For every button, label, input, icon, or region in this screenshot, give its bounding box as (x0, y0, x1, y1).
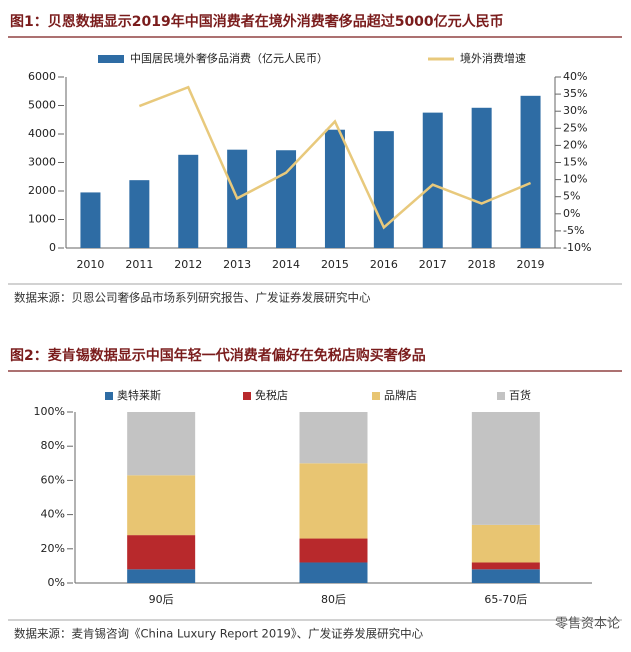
source: 数据来源：麦肯锡咨询《China Luxury Report 2019》、广发证… (14, 627, 424, 641)
bar-segment (471, 524, 540, 563)
x-tick-label: 90后 (149, 593, 174, 606)
y-tick-label: 0 (49, 241, 56, 254)
legend-label: 中国居民境外奢侈品消费（亿元人民币） (130, 51, 328, 65)
y-tick-label: 5% (563, 190, 580, 203)
legend-label: 奥特莱斯 (117, 388, 161, 402)
legend-swatch (98, 55, 124, 63)
x-tick-label: 2013 (223, 258, 251, 271)
bar-segment (299, 562, 368, 583)
legend-swatch (243, 392, 251, 400)
y-tick-label: 15% (563, 156, 587, 169)
bar (80, 192, 101, 248)
bar-segment (299, 463, 368, 539)
x-tick-label: 2019 (517, 258, 545, 271)
bar (471, 107, 492, 248)
bar-segment (299, 412, 368, 464)
x-tick-label: 65-70后 (484, 593, 527, 606)
x-tick-label: 2010 (76, 258, 104, 271)
source: 数据来源：贝恩公司奢侈品市场系列研究报告、广发证券发展研究中心 (14, 291, 371, 305)
y-tick-label: 10% (563, 173, 587, 186)
y-tick-label: 3000 (28, 156, 56, 169)
y-tick-label: 25% (563, 121, 587, 134)
y-tick-label: -5% (563, 224, 584, 237)
legend-label: 百货 (509, 388, 531, 402)
x-tick-label: 2017 (419, 258, 447, 271)
x-tick-label: 80后 (321, 593, 346, 606)
y-tick-label: 80% (41, 439, 65, 452)
bar-segment (471, 412, 540, 525)
legend-swatch (105, 392, 113, 400)
y-tick-label: 20% (41, 542, 65, 555)
y-tick-label: 40% (563, 70, 587, 83)
x-tick-label: 2018 (468, 258, 496, 271)
x-tick-label: 2014 (272, 258, 300, 271)
x-tick-label: 2012 (174, 258, 202, 271)
watermark: 零售资本论 (555, 616, 620, 632)
legend-swatch (497, 392, 505, 400)
y-tick-label: 40% (41, 508, 65, 521)
y-tick-label: 35% (563, 87, 587, 100)
legend-label: 免税店 (255, 388, 288, 402)
bar-segment (127, 475, 196, 536)
y-tick-label: 6000 (28, 70, 56, 83)
bar-segment (471, 569, 540, 583)
y-tick-label: 4000 (28, 127, 56, 140)
bar-segment (127, 535, 196, 570)
bar-segment (127, 412, 196, 476)
bar (373, 131, 394, 248)
bar (520, 95, 541, 248)
y-tick-label: 1000 (28, 213, 56, 226)
bar (324, 129, 345, 248)
bar-segment (299, 538, 368, 563)
y-tick-label: 0% (563, 207, 580, 220)
chart-title: 图1：贝恩数据显示2019年中国消费者在境外消费奢侈品超过5000亿元人民币 (10, 13, 504, 30)
x-tick-label: 2011 (125, 258, 153, 271)
bar-segment (127, 569, 196, 583)
x-tick-label: 2015 (321, 258, 349, 271)
y-tick-label: -10% (563, 241, 591, 254)
legend-swatch (372, 392, 380, 400)
y-tick-label: 60% (41, 473, 65, 486)
y-tick-label: 100% (34, 405, 65, 418)
bar (178, 154, 199, 248)
y-tick-label: 20% (563, 138, 587, 151)
x-tick-label: 2016 (370, 258, 398, 271)
bar (422, 112, 443, 248)
bar-segment (471, 562, 540, 570)
y-tick-label: 5000 (28, 99, 56, 112)
y-tick-label: 0% (48, 576, 65, 589)
legend-label: 品牌店 (384, 388, 417, 402)
legend-label: 境外消费增速 (460, 51, 526, 65)
y-tick-label: 30% (563, 104, 587, 117)
y-tick-label: 2000 (28, 184, 56, 197)
bar (129, 180, 150, 248)
chart-title: 图2：麦肯锡数据显示中国年轻一代消费者偏好在免税店购买奢侈品 (10, 347, 426, 364)
line-series (138, 85, 532, 230)
